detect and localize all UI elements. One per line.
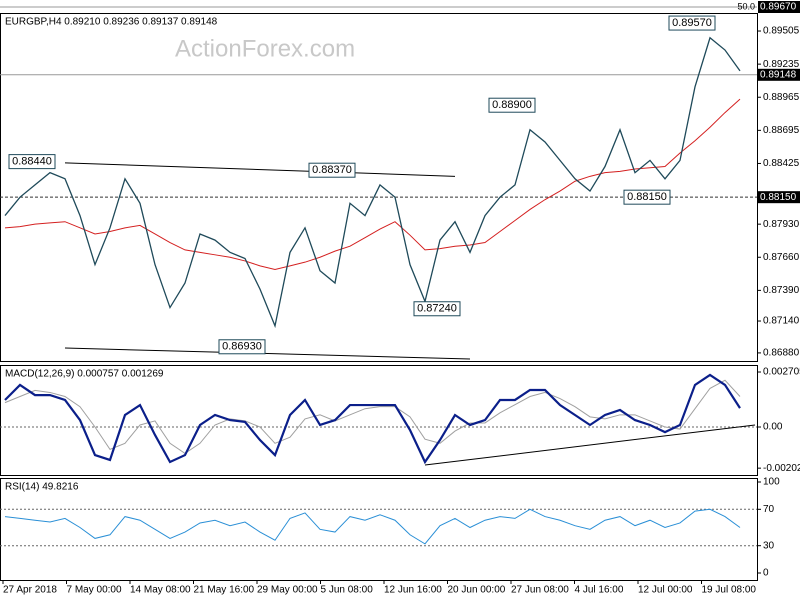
y-tick-label: 0.87930 xyxy=(763,219,800,230)
panel-frame xyxy=(0,13,758,362)
x-tick-label: 20 Jun 00:00 xyxy=(448,585,506,596)
y-tick-label: 100 xyxy=(763,477,780,488)
annotation-box xyxy=(8,154,56,170)
x-tick-label: 5 Jun 08:00 xyxy=(321,585,374,596)
x-tick-label: 12 Jul 00:00 xyxy=(638,585,693,596)
annotation-label: 0.88370 xyxy=(312,164,352,176)
panel-title: RSI(14) 49.8216 xyxy=(5,482,79,493)
y-tick-label: -0.002023 xyxy=(763,463,800,474)
y-tick-label: 0.87660 xyxy=(763,252,800,263)
x-tick-label: 27 Apr 2018 xyxy=(3,585,57,596)
annotation-box xyxy=(668,15,716,31)
series-line xyxy=(4,98,741,271)
y-tick-label: 0.89505 xyxy=(763,26,800,37)
annotation-box xyxy=(308,162,356,178)
y-tick-label: 0.88965 xyxy=(763,92,800,103)
panel-frame xyxy=(0,365,758,476)
x-tick-label: 4 Jul 16:00 xyxy=(575,585,624,596)
series-line xyxy=(4,379,741,455)
series-line xyxy=(4,508,741,545)
trendline xyxy=(424,424,756,466)
y-tick-label: 0.87140 xyxy=(763,316,800,327)
price-label: 0.88150 xyxy=(760,192,797,203)
y-tick-label: 0.88425 xyxy=(763,158,800,169)
watermark: ActionForex.com xyxy=(175,35,355,62)
annotation-box xyxy=(488,97,536,113)
y-tick-label: 30 xyxy=(763,540,775,551)
panel-title: MACD(12,26,9) 0.000757 0.001269 xyxy=(5,369,164,380)
x-tick-label: 14 May 08:00 xyxy=(130,585,191,596)
y-tick-label: 0 xyxy=(763,568,769,579)
fib-level: 50.0 xyxy=(737,1,755,11)
price-box xyxy=(758,1,800,13)
annotation-label: 0.86930 xyxy=(222,341,262,353)
price-label: 0.89148 xyxy=(760,69,797,80)
x-tick-label: 29 May 00:00 xyxy=(257,585,318,596)
x-tick-label: 7 May 00:00 xyxy=(67,585,122,596)
annotation-box xyxy=(218,339,266,355)
y-tick-label: 0.002705 xyxy=(763,367,800,378)
annotation-label: 0.89570 xyxy=(672,17,712,29)
y-tick-label: 0.86880 xyxy=(763,348,800,359)
y-tick-label: 0.87390 xyxy=(763,285,800,296)
x-tick-label: 12 Jun 16:00 xyxy=(384,585,442,596)
x-tick-label: 27 Jun 08:00 xyxy=(511,585,569,596)
series-line xyxy=(4,36,741,329)
annotation-label: 0.88900 xyxy=(492,99,532,111)
annotation-label: 0.87240 xyxy=(417,303,457,315)
price-label: 0.89670 xyxy=(760,2,797,13)
panel-frame xyxy=(0,478,758,581)
price-box xyxy=(758,191,800,204)
price-box xyxy=(758,68,800,81)
panel-title: EURGBP,H4 0.89210 0.89236 0.89137 0.8914… xyxy=(5,17,218,28)
x-tick-label: 19 Jul 08:00 xyxy=(702,585,757,596)
annotation-label: 0.88440 xyxy=(12,156,52,168)
annotation-box xyxy=(413,301,461,317)
y-tick-label: 0.88695 xyxy=(763,125,800,136)
annotation-label: 0.88150 xyxy=(627,191,667,203)
y-tick-label: 0.89235 xyxy=(763,59,800,70)
y-tick-label: 0.00 xyxy=(763,422,783,433)
trendline xyxy=(64,162,456,177)
annotation-box xyxy=(623,189,671,205)
x-tick-label: 21 May 16:00 xyxy=(194,585,255,596)
trendline xyxy=(64,347,471,360)
y-tick-label: 70 xyxy=(763,504,775,515)
series-line xyxy=(4,373,741,465)
